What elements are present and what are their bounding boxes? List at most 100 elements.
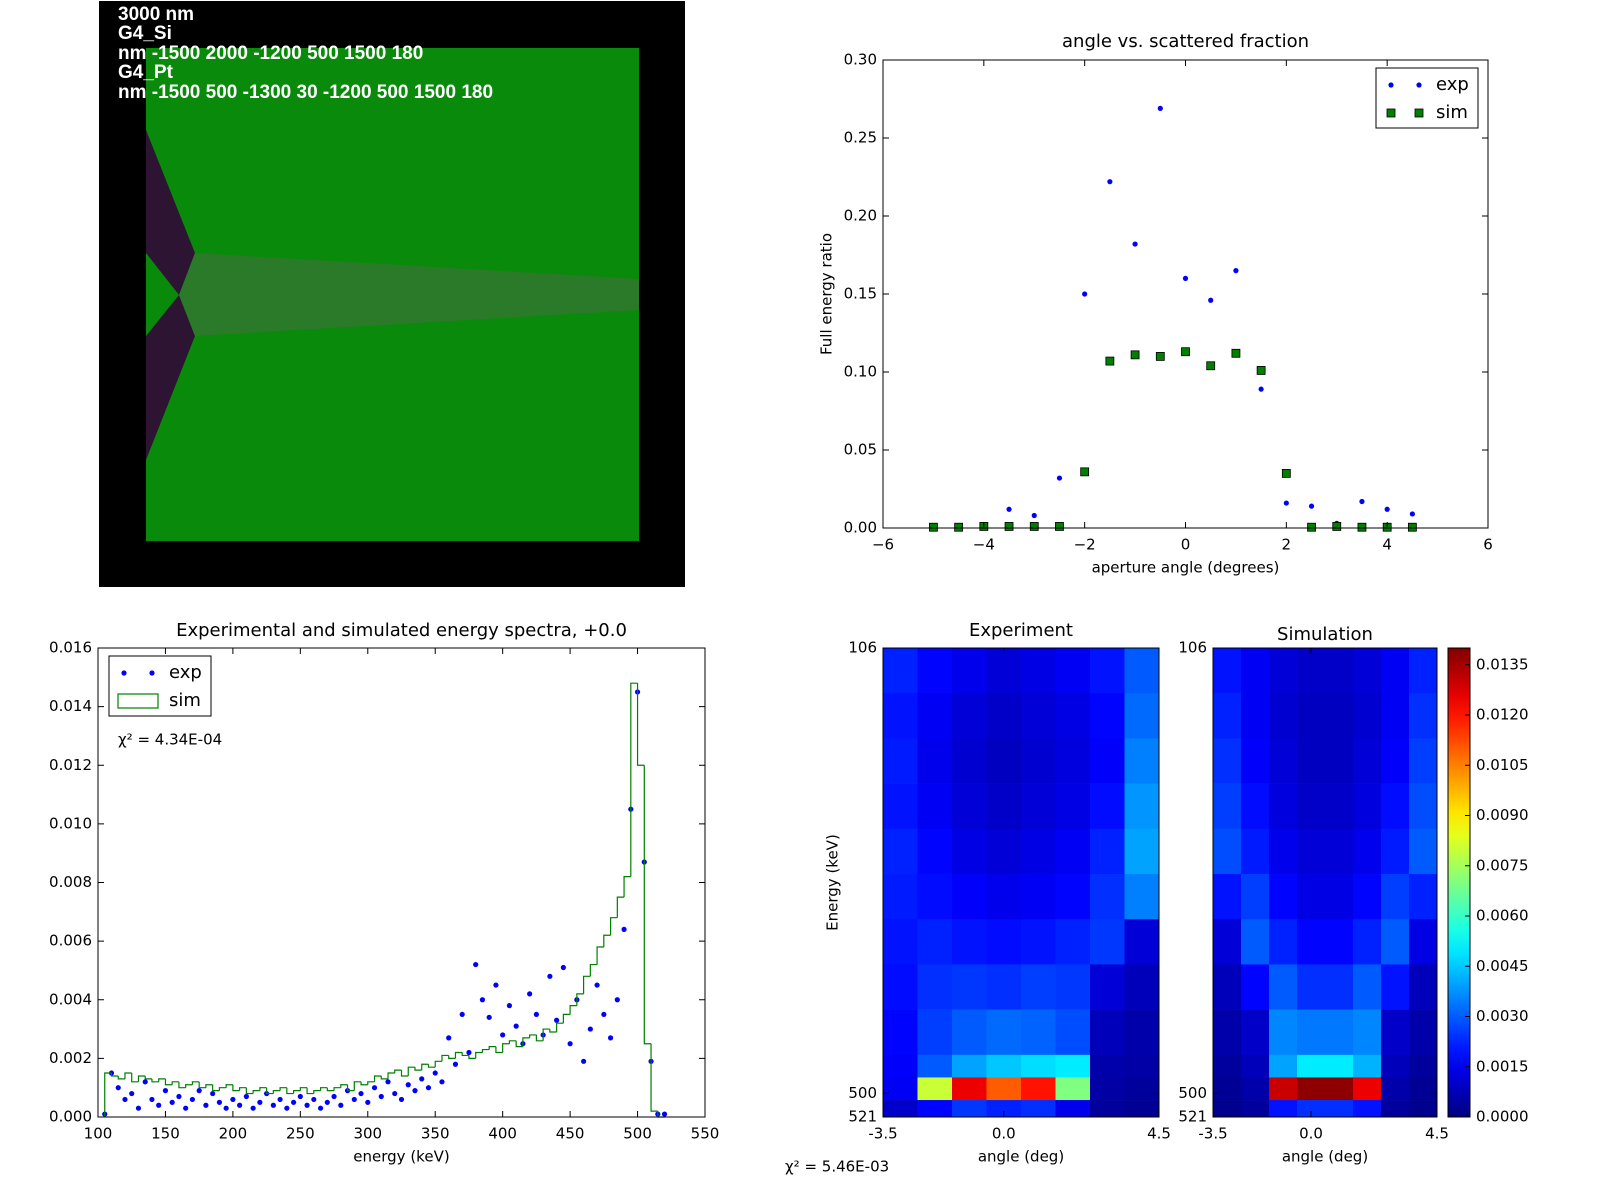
heatmap-cell: [1124, 1009, 1160, 1056]
colorbar-tick-label: 0.0060: [1476, 907, 1529, 925]
histogram-step: [380, 1075, 389, 1080]
y-tick-label: 0.006: [49, 932, 92, 950]
data-square: [1281, 468, 1291, 478]
data-point: [378, 1093, 384, 1100]
heatmap-cell: [1090, 1077, 1125, 1101]
data-point: [479, 997, 486, 1003]
heatmap-cell: [1409, 919, 1438, 965]
heatmap-cell: [917, 1077, 953, 1101]
geometry-label: 3000 nm: [118, 4, 194, 25]
heatmap-cell: [1055, 1054, 1091, 1078]
histogram-step: [630, 682, 638, 877]
heatmap-cell: [917, 648, 953, 694]
histogram-step: [292, 1090, 301, 1094]
data-point: [1056, 475, 1063, 481]
heatmap-cell: [1241, 874, 1270, 920]
heatmap-cell: [1090, 1009, 1125, 1056]
data-point: [594, 982, 600, 988]
data-point: [304, 1102, 310, 1108]
heatmap-cell: [1090, 693, 1125, 739]
heatmap-cell: [883, 919, 918, 965]
x-tick-label: −6: [872, 536, 894, 554]
heatmap-cell: [1021, 1077, 1056, 1101]
heatmap-cell: [917, 1009, 953, 1056]
data-point: [587, 1026, 593, 1032]
x-tick-label: 300: [353, 1125, 382, 1143]
histogram-step: [603, 934, 611, 947]
histogram-step: [185, 1084, 193, 1088]
heatmap-cell: [952, 964, 987, 1010]
x-tick-label: 4: [1382, 536, 1392, 554]
histogram-step: [421, 1063, 429, 1071]
heatmap-cell: [1213, 964, 1242, 1010]
heatmap-cell: [1124, 1100, 1160, 1118]
histogram-step: [299, 1087, 308, 1091]
histogram-step: [367, 1081, 375, 1085]
heatmap-cell: [986, 693, 1022, 739]
data-square: [1155, 351, 1165, 361]
data-point: [1258, 386, 1264, 392]
heatmap-cell: [1021, 919, 1056, 965]
histogram-step: [623, 876, 631, 898]
heatmap-cell: [1269, 783, 1298, 830]
data-point: [290, 1099, 297, 1105]
heatmap-cell: [1090, 874, 1125, 920]
legend-box: [108, 655, 212, 717]
histogram-step: [212, 1084, 220, 1092]
x-tick-label: 2: [1282, 536, 1292, 554]
heatmap-cell: [883, 783, 918, 830]
data-point: [1082, 291, 1088, 297]
heatmap-cell: [1409, 828, 1438, 875]
chart-title: angle vs. scattered fraction: [1062, 31, 1309, 52]
heatmap-cell: [1213, 919, 1242, 965]
data-point: [149, 670, 155, 676]
histogram-step: [414, 1067, 422, 1071]
x-tick-label: 350: [421, 1125, 450, 1143]
heatmap-cell: [883, 964, 918, 1010]
histogram-step: [583, 975, 591, 994]
heatmap-cell: [986, 1100, 1022, 1118]
geometry-label: G4_Pt: [118, 62, 174, 83]
heatmap-cell: [1241, 828, 1270, 875]
x-tick-label: 0: [1181, 536, 1191, 554]
histogram-step: [542, 1028, 550, 1041]
heatmap-cell: [1325, 1054, 1354, 1078]
data-square: [1181, 347, 1190, 357]
heatmap-cell: [1241, 1009, 1270, 1056]
heatmap-cell: [1269, 1054, 1298, 1078]
heatmap-cell: [917, 1100, 953, 1118]
heatmap-cell: [883, 693, 918, 739]
histogram-step: [245, 1087, 254, 1095]
heatmap-cell: [1297, 648, 1326, 694]
colorbar-tick-label: 0.0105: [1476, 756, 1529, 774]
heatmap-cell: [1090, 783, 1125, 830]
data-point: [1359, 498, 1365, 505]
data-point: [446, 1035, 452, 1041]
x-tick-label: 250: [286, 1125, 315, 1143]
heatmap-cell: [1297, 783, 1326, 830]
data-point: [135, 1105, 142, 1111]
data-square: [1130, 350, 1140, 360]
data-point: [493, 982, 499, 988]
heatmap-cell: [1124, 874, 1160, 920]
histogram-step: [218, 1087, 227, 1091]
chart-title: Experimental and simulated energy spectr…: [176, 620, 627, 641]
geometry-label: nm -1500 2000 -1200 500 1500 180: [118, 43, 423, 64]
heatmap-cell: [952, 1077, 987, 1101]
histogram-step: [448, 1055, 456, 1059]
x-axis-label: angle (deg): [978, 1148, 1064, 1166]
histogram-step: [488, 1046, 496, 1050]
data-point: [661, 1111, 668, 1117]
histogram-step: [576, 993, 584, 1006]
data-point: [250, 1105, 256, 1111]
heatmap-cell: [1055, 874, 1091, 920]
histogram-step: [333, 1087, 341, 1091]
x-tick-label: 400: [488, 1125, 517, 1143]
heatmap-cell: [1021, 693, 1056, 739]
data-point: [412, 1088, 418, 1094]
histogram-step: [306, 1087, 314, 1095]
heatmap-cell: [1297, 693, 1326, 739]
heatmap-cell: [883, 648, 918, 694]
heatmap-cell: [1241, 738, 1270, 784]
heatmap-cell: [1124, 1077, 1160, 1101]
